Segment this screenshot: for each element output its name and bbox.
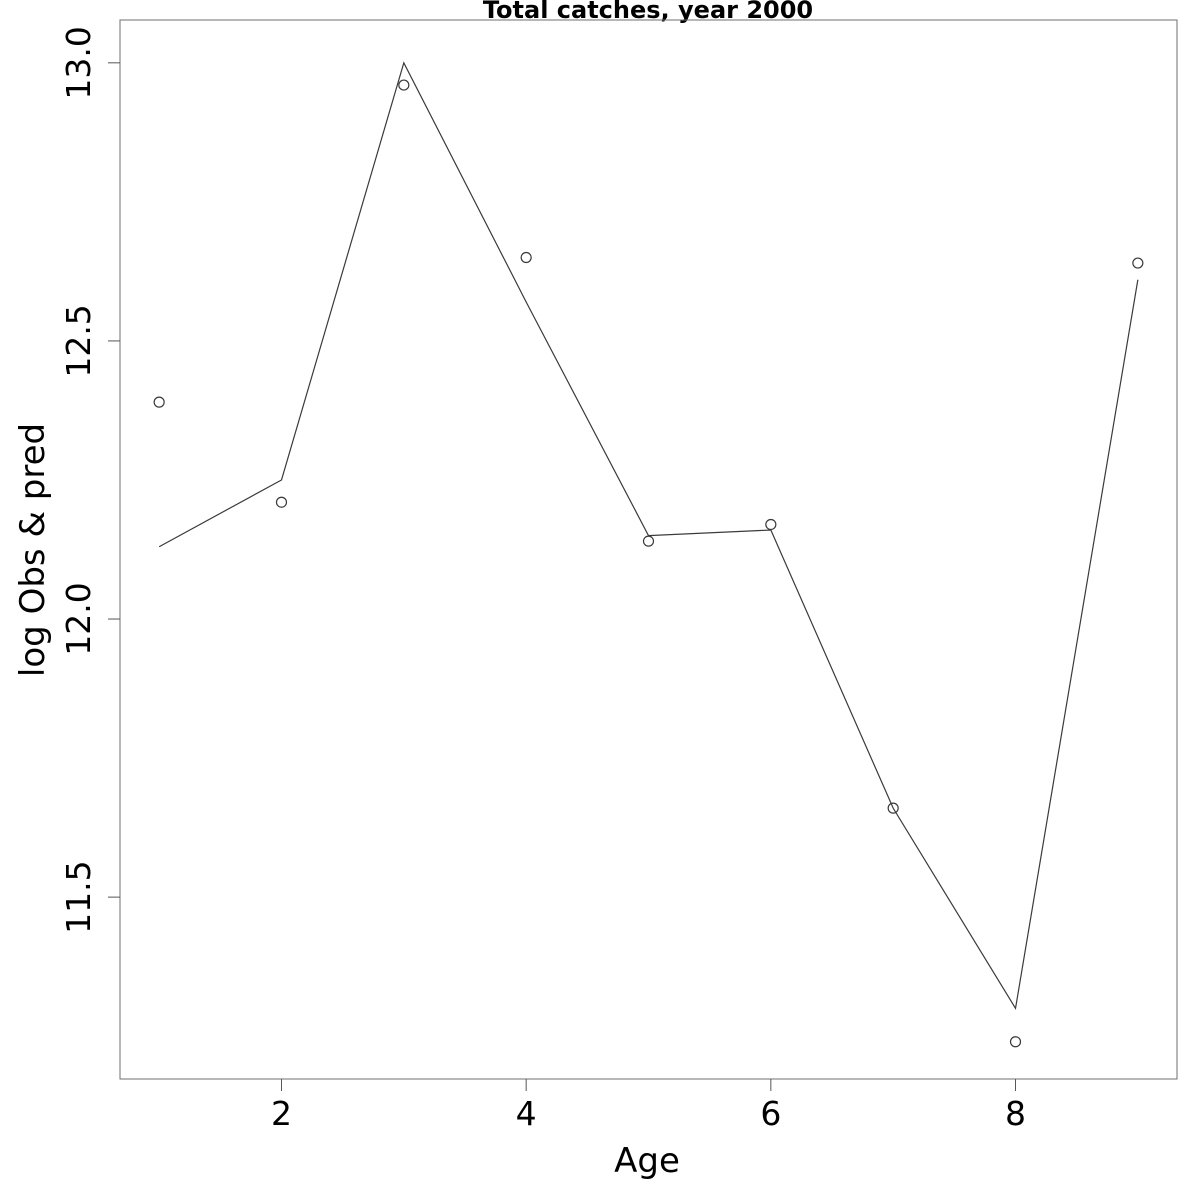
observed-point — [520, 251, 532, 264]
predicted-line — [158, 61, 1139, 1011]
observed-point — [887, 802, 899, 814]
x-tick-label: 6 — [760, 1094, 781, 1133]
x-tick-label: 2 — [271, 1094, 292, 1133]
y-tick-label: 12.0 — [59, 582, 98, 655]
observed-point — [153, 396, 165, 408]
y-tick-label: 13.0 — [59, 26, 98, 99]
x-axis-label: Age — [614, 1141, 680, 1181]
observed-point — [275, 496, 288, 508]
observed-point — [398, 79, 410, 91]
x-tick-label: 8 — [1005, 1094, 1026, 1133]
observed-point — [642, 535, 655, 547]
x-tick-label: 4 — [516, 1094, 537, 1133]
observed-point — [765, 518, 777, 531]
y-tick-label: 12.5 — [59, 304, 98, 377]
y-tick-label: 11.5 — [59, 860, 98, 933]
observed-point — [1009, 1036, 1022, 1048]
plot-frame — [119, 19, 1178, 1080]
observed-point — [1132, 257, 1144, 269]
y-axis-label: log Obs & pred — [13, 423, 53, 677]
